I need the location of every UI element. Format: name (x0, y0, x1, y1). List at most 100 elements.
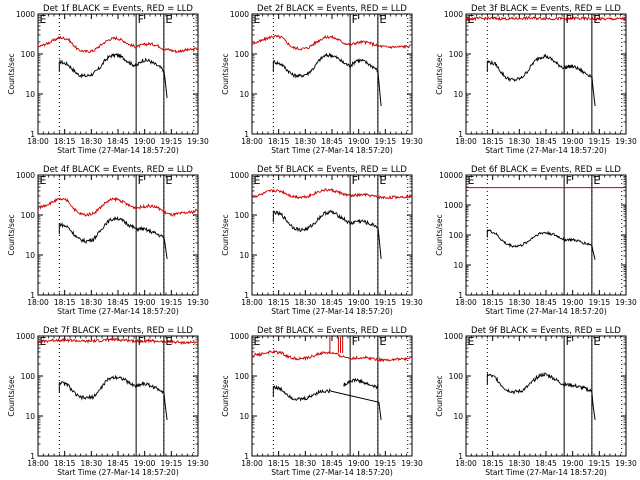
panel-5: Det 5f BLACK = Events, RED = LLD 1 10 100 10… (221, 165, 423, 316)
y-tick-label: 1000 (230, 171, 249, 180)
y-tick-label: 100 (449, 50, 464, 59)
black-events-end-drop (163, 70, 168, 98)
event-marker-label: E (468, 174, 475, 187)
black-events-series-line (486, 53, 593, 83)
x-tick-label: 19:00 (562, 298, 584, 307)
y-axis-label: Counts/sec (221, 214, 230, 255)
x-tick-label: 19:30 (401, 298, 423, 307)
x-tick-label: 18:45 (535, 459, 557, 468)
red-lld-series-line (37, 196, 199, 217)
panel-9: Det 9f BLACK = Events, RED = LLD 1 10 100 10… (435, 326, 637, 477)
x-axis-label: Start Time (27-Mar-14 18:57:20) (485, 146, 607, 155)
x-tick-label: 18:30 (81, 137, 103, 146)
event-marker-label: E (165, 13, 172, 26)
y-tick-label: 1 (244, 130, 249, 139)
event-marker-label: E (254, 335, 261, 348)
x-tick-label: 19:15 (375, 298, 397, 307)
y-tick-label: 10 (25, 90, 35, 99)
black-events-end-drop (591, 76, 596, 107)
y-tick-label: 10 (239, 90, 249, 99)
y-axis-label: Counts/sec (435, 375, 444, 416)
event-marker-label: E (165, 335, 172, 348)
x-tick-label: 18:30 (509, 459, 531, 468)
x-tick-label: 18:30 (509, 137, 531, 146)
x-axis-label: Start Time (27-Mar-14 18:57:20) (271, 468, 393, 477)
x-tick-label: 18:30 (295, 459, 317, 468)
x-tick-label: 19:15 (589, 298, 611, 307)
x-tick-label: 19:15 (375, 459, 397, 468)
x-tick-label: 18:00 (241, 137, 263, 146)
x-tick-label: 18:15 (482, 137, 504, 146)
black-events-end-drop (330, 390, 382, 420)
x-axis-label: Start Time (27-Mar-14 18:57:20) (57, 307, 179, 316)
plot-frame (465, 13, 627, 135)
black-events-end-drop (163, 237, 168, 259)
black-events-end-drop (377, 226, 382, 259)
x-tick-label: 18:00 (455, 459, 477, 468)
x-tick-label: 19:00 (562, 137, 584, 146)
red-lld-series-line (251, 34, 413, 51)
panel-title: Det 8f BLACK = Events, RED = LLD (257, 326, 407, 336)
event-marker-label: E (379, 174, 386, 187)
y-tick-label: 1000 (16, 10, 35, 19)
event-marker-label: F (352, 335, 358, 348)
y-tick-label: 1 (30, 291, 35, 300)
black-events-series-line (272, 384, 332, 402)
plot-frame (251, 174, 413, 296)
y-tick-label: 1000 (230, 10, 249, 19)
x-tick-label: 19:30 (615, 298, 637, 307)
event-marker-label: F (138, 174, 144, 187)
black-events-series-line (486, 229, 592, 248)
x-tick-label: 18:15 (54, 137, 76, 146)
event-marker-label: F (566, 13, 572, 26)
event-marker-label: E (165, 174, 172, 187)
red-lld-series-line (465, 15, 627, 22)
y-tick-label: 100 (21, 211, 36, 220)
event-marker-label: E (254, 13, 261, 26)
event-marker-label: E (379, 335, 386, 348)
x-tick-label: 18:15 (54, 298, 76, 307)
y-tick-label: 1 (458, 130, 463, 139)
x-tick-label: 18:45 (321, 137, 343, 146)
black-events-series-line (272, 210, 379, 233)
y-tick-label: 1000 (444, 332, 463, 341)
x-tick-label: 19:00 (134, 137, 156, 146)
x-tick-label: 19:00 (562, 459, 584, 468)
panel-7: Det 7f BLACK = Events, RED = LLD 1 10 100 10… (7, 326, 209, 477)
plot-frame (465, 335, 627, 457)
black-events-series-line (59, 52, 165, 79)
x-axis-label: Start Time (27-Mar-14 18:57:20) (485, 307, 607, 316)
x-tick-label: 19:15 (161, 298, 183, 307)
panel-title: Det 2f BLACK = Events, RED = LLD (257, 4, 407, 14)
y-tick-label: 100 (21, 50, 36, 59)
event-marker-label: F (566, 335, 572, 348)
y-tick-label: 10000 (439, 171, 463, 180)
black-events-series-line (59, 374, 165, 401)
x-tick-label: 19:15 (161, 137, 183, 146)
y-tick-label: 1 (458, 452, 463, 461)
panel-6: Det 6f BLACK = Events, RED = LLD 1 10 100 10… (435, 165, 637, 316)
y-axis-label: Counts/sec (435, 53, 444, 94)
panel-title: Det 9f BLACK = Events, RED = LLD (471, 326, 621, 336)
plot-frame (37, 174, 199, 296)
y-tick-label: 10 (25, 412, 35, 421)
y-tick-label: 1000 (444, 10, 463, 19)
event-marker-label: F (352, 174, 358, 187)
x-tick-label: 18:15 (268, 137, 290, 146)
event-marker-label: F (138, 13, 144, 26)
y-axis-label: Counts/sec (7, 375, 16, 416)
event-marker-label: E (593, 174, 600, 187)
plot-frame (251, 13, 413, 135)
x-tick-label: 18:30 (81, 459, 103, 468)
x-tick-label: 18:30 (509, 298, 531, 307)
x-tick-label: 19:30 (187, 459, 209, 468)
black-events-end-drop (163, 391, 168, 420)
y-tick-label: 1000 (230, 332, 249, 341)
panel-title: Det 1f BLACK = Events, RED = LLD (43, 4, 193, 14)
event-marker-label: E (40, 13, 47, 26)
y-tick-label: 10 (453, 90, 463, 99)
panel-4: Det 4f BLACK = Events, RED = LLD 1 10 100 10… (7, 165, 209, 316)
y-axis-label: Counts/sec (7, 53, 16, 94)
event-marker-label: E (379, 13, 386, 26)
